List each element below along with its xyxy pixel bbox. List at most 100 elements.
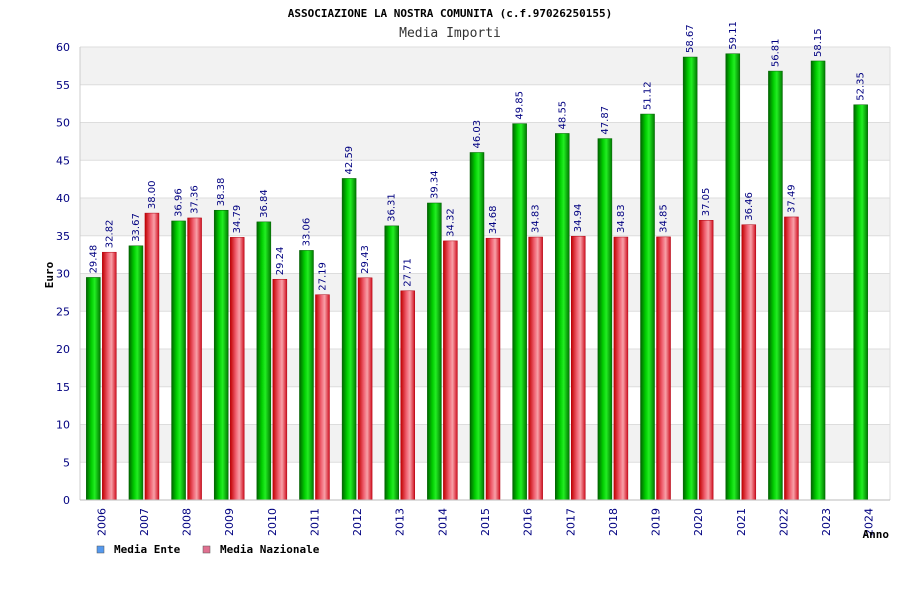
bar-media-ente [853, 104, 868, 501]
x-tick-label: 2011 [308, 508, 321, 536]
chart-title: ASSOCIAZIONE LA NOSTRA COMUNITA (c.f.970… [288, 7, 613, 20]
bar-media-ente [810, 60, 826, 501]
bar-media-ente [597, 138, 613, 501]
y-tick-label: 0 [63, 494, 70, 507]
bar-media-ente [384, 225, 399, 501]
y-tick-label: 50 [56, 117, 70, 130]
bar-media-nazionale [698, 220, 714, 501]
x-tick-label: 2019 [650, 508, 663, 536]
bar-media-ente [768, 70, 783, 501]
data-label: 34.79 [232, 205, 243, 234]
bar-media-ente [256, 221, 272, 501]
legend-label: Media Ente [114, 543, 181, 556]
bar-media-nazionale [187, 217, 202, 501]
bar-media-ente [725, 53, 741, 501]
bar-media-ente [171, 220, 186, 501]
y-tick-label: 30 [56, 268, 70, 281]
x-tick-label: 2013 [394, 508, 407, 536]
x-tick-label: 2007 [138, 508, 151, 536]
x-tick-label: 2016 [522, 508, 535, 536]
y-tick-label: 20 [56, 343, 70, 356]
y-tick-label: 40 [56, 192, 70, 205]
y-tick-label: 45 [56, 154, 70, 167]
bar-media-ente [341, 178, 357, 501]
data-label: 37.05 [701, 188, 712, 217]
bar-media-nazionale [443, 240, 458, 501]
data-label: 34.83 [531, 204, 542, 233]
data-label: 34.94 [573, 204, 584, 233]
data-label: 27.71 [403, 258, 414, 287]
data-label: 58.15 [813, 28, 824, 57]
bar-media-nazionale [528, 236, 543, 501]
data-label: 46.03 [472, 120, 483, 149]
plot-band [80, 84, 890, 123]
data-label: 36.96 [174, 188, 185, 217]
x-tick-label: 2021 [735, 508, 748, 536]
data-label: 48.55 [557, 101, 568, 130]
data-label: 56.81 [770, 38, 781, 67]
bar-media-ente [427, 202, 442, 501]
plot-band [80, 47, 890, 85]
bar-media-ente [128, 245, 144, 501]
y-tick-label: 15 [56, 381, 70, 394]
bar-media-ente [299, 250, 314, 501]
x-tick-label: 2008 [181, 508, 194, 536]
bar-media-nazionale [400, 290, 415, 501]
data-label: 33.06 [301, 218, 312, 247]
x-tick-label: 2014 [436, 508, 449, 536]
x-tick-label: 2009 [223, 508, 236, 536]
bar-media-nazionale [144, 212, 160, 501]
x-tick-label: 2015 [479, 508, 492, 536]
data-label: 37.36 [190, 185, 201, 214]
bar-media-ente [640, 113, 655, 501]
data-label: 34.83 [616, 204, 627, 233]
legend-label: Media Nazionale [220, 543, 320, 556]
bar-media-ente [469, 152, 485, 501]
x-tick-label: 2012 [351, 508, 364, 536]
x-tick-label: 2017 [564, 508, 577, 536]
data-label: 59.11 [728, 21, 739, 50]
data-label: 49.85 [515, 91, 526, 120]
data-label: 29.24 [275, 247, 286, 276]
y-tick-label: 35 [56, 230, 70, 243]
data-label: 36.84 [259, 189, 270, 218]
plot-band [80, 122, 890, 161]
data-label: 38.00 [147, 180, 158, 209]
bar-media-nazionale [485, 237, 501, 501]
bar-media-nazionale [784, 216, 799, 501]
bar-media-nazionale [315, 294, 330, 501]
y-axis-label: Euro [43, 261, 56, 288]
bar-media-ente [213, 209, 229, 501]
y-axis: 0 5 10 15 20 25 30 35 40 45 50 55 60 [56, 41, 891, 507]
data-label: 34.32 [445, 208, 456, 237]
x-tick-label: 2023 [820, 508, 833, 536]
data-label: 33.67 [131, 213, 142, 242]
chart-subtitle: Media Importi [399, 26, 501, 41]
x-tick-label: 2010 [266, 508, 279, 536]
y-tick-label: 55 [56, 79, 70, 92]
y-tick-label: 10 [56, 419, 70, 432]
data-label: 39.34 [429, 170, 440, 199]
bar-media-nazionale [571, 235, 586, 501]
bar-media-ente [555, 133, 570, 501]
bar-media-nazionale [656, 236, 671, 501]
data-label: 42.59 [344, 146, 355, 175]
x-axis-label: Anno [863, 528, 890, 541]
data-label: 51.12 [643, 81, 654, 110]
data-label: 32.82 [104, 220, 115, 249]
x-tick-label: 2018 [607, 508, 620, 536]
data-label: 29.43 [360, 245, 371, 274]
bar-media-nazionale [357, 277, 373, 501]
x-axis: 2006 2007 2008 2009 2010 2011 2012 2013 2014 2015… [80, 499, 890, 536]
y-tick-label: 25 [56, 305, 70, 318]
bar-media-nazionale [229, 237, 245, 501]
value-labels: 29.48 32.82 33.67 38.00 36.96 37.36 38.38 34.79… [88, 21, 866, 291]
bar-media-nazionale [613, 236, 629, 501]
legend-swatch [202, 545, 211, 554]
data-label: 29.48 [88, 245, 99, 274]
data-label: 38.38 [216, 178, 227, 207]
data-label: 27.19 [317, 262, 328, 291]
data-label: 58.67 [685, 24, 696, 53]
y-tick-label: 5 [63, 456, 70, 469]
